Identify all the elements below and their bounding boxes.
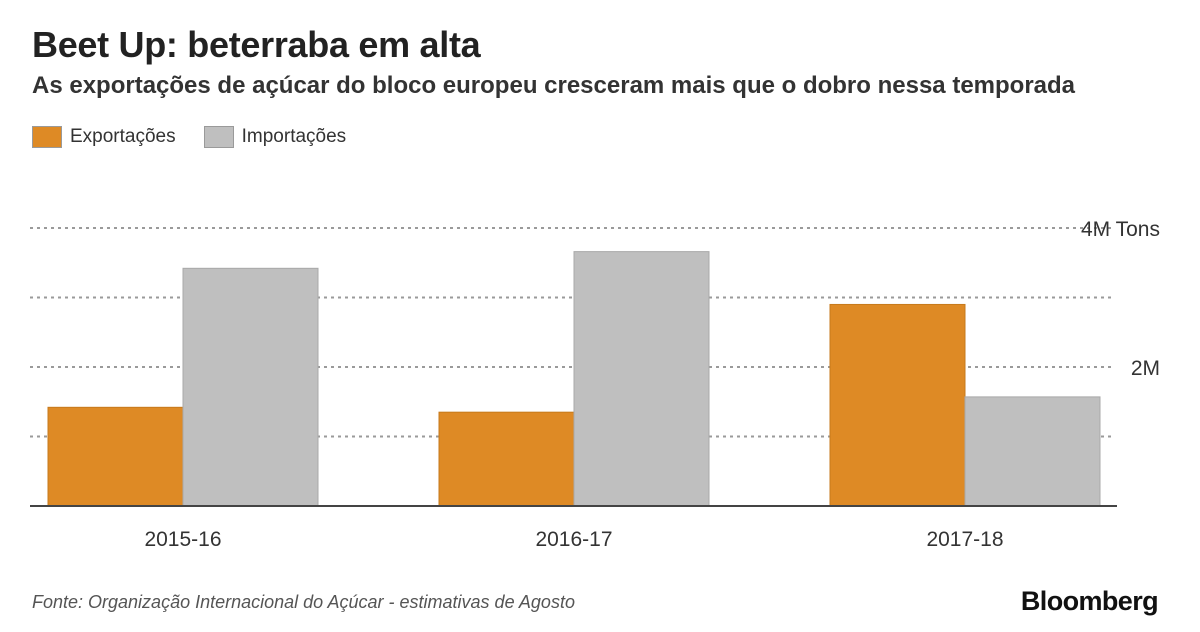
bar-imports-2015-16	[182, 267, 319, 507]
x-tick-label: 2017-18	[926, 528, 1003, 551]
bloomberg-logo: Bloomberg	[1020, 586, 1159, 616]
chart-subtitle: As exportações de açúcar do bloco europe…	[32, 72, 1076, 99]
legend-swatch-exports	[32, 126, 62, 148]
legend-item-imports: Importações	[203, 126, 347, 148]
bar-exports-2016-17	[438, 411, 575, 507]
x-tick-label: 2016-17	[535, 528, 612, 551]
y-tick-label: 4M Tons	[1081, 218, 1160, 241]
chart-title: Beet Up: beterraba em alta	[32, 24, 481, 65]
x-tick-label: 2015-16	[144, 528, 221, 551]
legend-label-imports: Importações	[241, 126, 347, 147]
source-note: Fonte: Organização Internacional do Açúc…	[32, 592, 575, 612]
bar-imports-2017-18	[964, 396, 1101, 507]
y-tick-label: 2M	[1131, 357, 1160, 380]
bar-exports-2017-18	[829, 303, 966, 507]
bar-exports-2015-16	[47, 406, 184, 507]
bar-imports-2016-17	[573, 251, 710, 507]
legend-label-exports: Exportações	[70, 126, 176, 147]
legend-swatch-imports	[203, 126, 234, 148]
legend-item-exports: Exportações	[32, 126, 176, 148]
legend: Exportações Importações	[32, 126, 374, 148]
